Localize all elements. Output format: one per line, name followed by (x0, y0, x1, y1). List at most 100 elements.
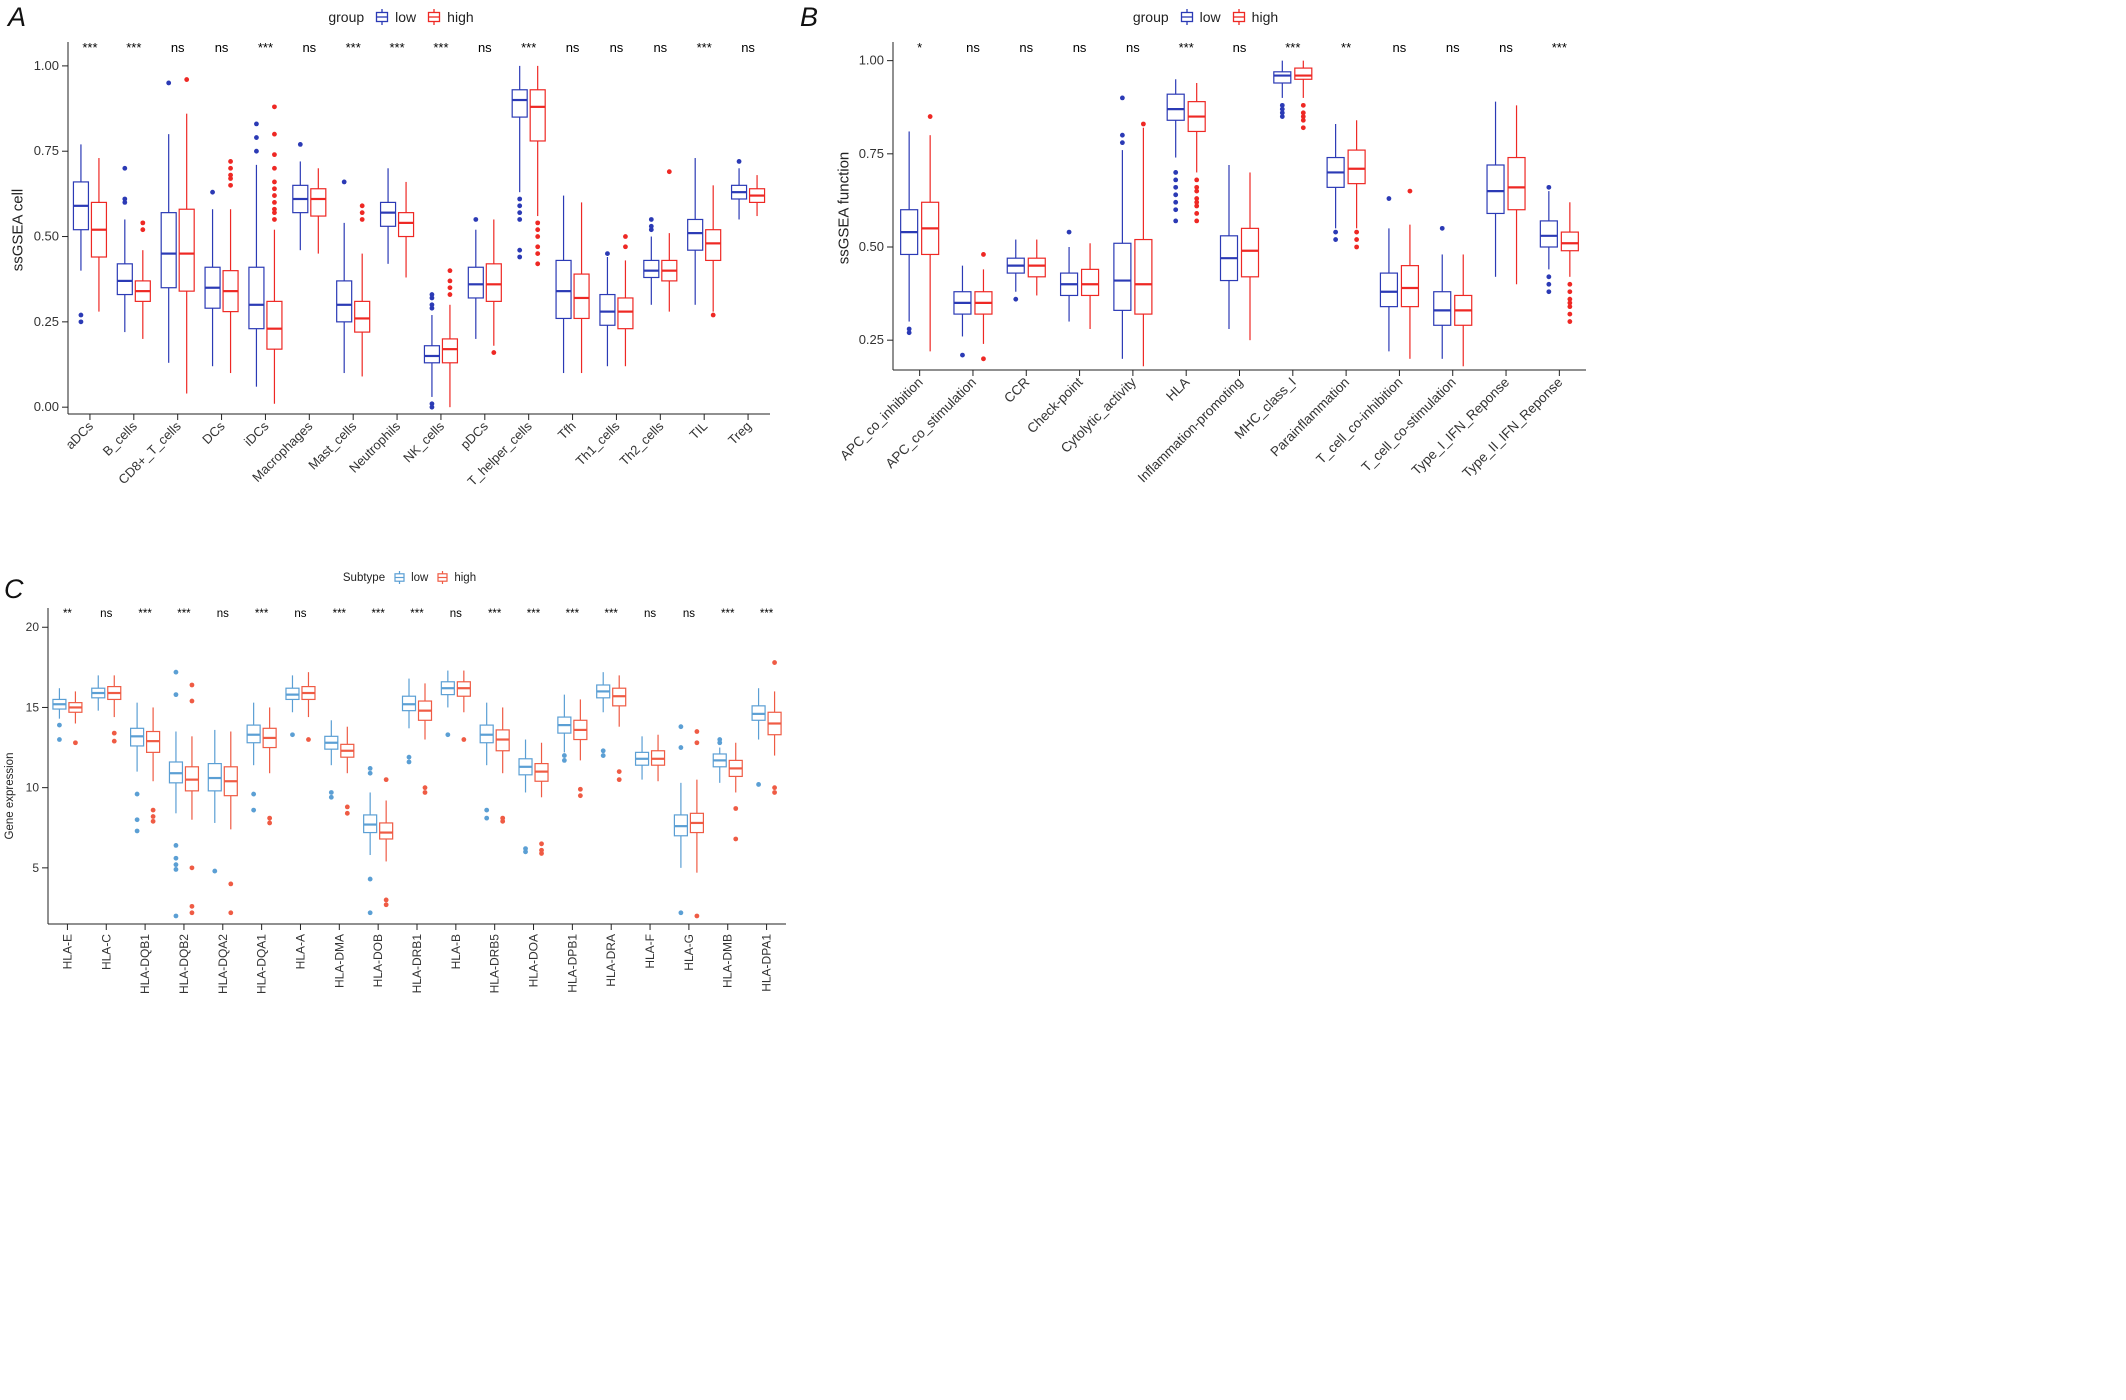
box-low-TIL (687, 158, 704, 305)
y-tick-label: 1.00 (34, 58, 59, 73)
panel-a-legend: group low (6, 8, 796, 26)
legend-key-high: high (435, 570, 476, 585)
x-tick-label: HLA-DMB (721, 934, 735, 988)
y-tick-label: 1.00 (859, 53, 884, 68)
box-low-Parainflammation (1326, 124, 1345, 242)
x-tick-label: HLA-E (60, 934, 74, 969)
box-high-Mast_cells (354, 203, 371, 377)
panel-c-letter: C (4, 574, 24, 604)
significance-label: ns (1126, 40, 1140, 55)
box-low-aDCs (72, 144, 90, 325)
legend-key-low: low (392, 570, 428, 585)
legend-title: group (328, 9, 365, 25)
y-tick-label: 0.50 (34, 229, 59, 244)
box-high-T_cell_co-stimulation (1454, 254, 1473, 367)
box-high-HLA-C (107, 675, 122, 744)
significance-label: *** (566, 608, 580, 620)
box-low-HLA-DMA (324, 720, 339, 800)
box-high-HLA-DMA (340, 726, 355, 816)
significance-label: ns (644, 608, 656, 620)
x-tick-label: HLA-G (682, 934, 696, 971)
significance-label: ns (653, 40, 667, 55)
box-low-CD8+_T_cells (160, 80, 177, 363)
x-tick-label: HLA-DQB1 (138, 934, 152, 994)
significance-label: * (917, 40, 922, 55)
x-tick-label: CCR (1001, 374, 1032, 405)
significance-label: *** (760, 608, 774, 620)
significance-label: *** (1179, 40, 1194, 55)
box-high-HLA-DMB (728, 742, 743, 842)
significance-label: *** (255, 608, 269, 620)
boxplot-key-icon (1232, 9, 1245, 25)
panel-b-letter: B (800, 2, 819, 32)
significance-label: *** (346, 40, 361, 55)
box-low-HLA-G (673, 724, 688, 916)
x-tick-label: TIL (686, 419, 710, 443)
box-high-HLA-DOB (379, 777, 394, 908)
box-low-Treg (730, 159, 748, 220)
box-low-Check-point (1059, 229, 1079, 322)
significance-label: ns (217, 608, 229, 620)
box-high-T_cell_co-inhibition (1400, 188, 1420, 359)
x-tick-label: pDCs (457, 418, 491, 452)
significance-label: *** (1552, 40, 1567, 55)
box-low-T_cell_co-inhibition (1379, 196, 1399, 352)
box-low-iDCs (248, 121, 265, 387)
y-tick-label: 0.25 (859, 332, 884, 347)
x-tick-label: HLA-DMA (332, 934, 346, 988)
x-tick-label: Type_II_IFN_Reponse (1459, 375, 1565, 481)
box-low-HLA-DQB2 (168, 669, 184, 919)
box-low-Th2_cells (643, 217, 660, 305)
box-low-T_helper_cells (511, 65, 528, 260)
box-high-HLA-DOA (534, 742, 549, 856)
box-high-Check-point (1080, 243, 1100, 329)
significance-label: ns (566, 40, 580, 55)
panel-a-letter: A (8, 2, 27, 32)
box-high-HLA-A (301, 672, 316, 742)
x-tick-label: Tfh (555, 419, 579, 443)
box-low-DCs (204, 189, 221, 367)
significance-label: ns (1233, 40, 1247, 55)
legend-label-low: low (395, 9, 417, 25)
significance-label: *** (82, 40, 97, 55)
x-tick-label: HLA-A (293, 934, 307, 969)
boxplot-key-icon (1180, 9, 1193, 25)
y-tick-label: 0.75 (34, 143, 59, 158)
legend-label-high: high (447, 9, 474, 25)
significance-label: ns (1499, 40, 1513, 55)
box-low-HLA-DRA (596, 672, 611, 758)
box-low-HLA-DMB (712, 737, 727, 783)
boxplot-key-icon (394, 571, 405, 584)
box-high-aDCs (90, 158, 108, 312)
box-high-pDCs (485, 219, 502, 355)
box-high-HLA (1187, 83, 1206, 224)
y-tick-label: 5 (32, 861, 39, 875)
panel-b-ylabel: ssGSEA function (835, 151, 853, 265)
box-high-CD8+_T_cells (178, 77, 195, 394)
box-low-Type_II_IFN_Reponse (1539, 184, 1558, 295)
box-low-HLA-DOA (518, 739, 533, 855)
significance-label: ns (450, 608, 462, 620)
x-tick-label: HLA (1163, 375, 1192, 404)
x-tick-label: B_cells (100, 418, 141, 459)
significance-label: *** (721, 608, 735, 620)
box-low-HLA-B (440, 670, 455, 738)
x-tick-label: HLA-DRA (604, 934, 618, 987)
x-tick-label: Treg (725, 419, 754, 448)
x-tick-label: DCs (199, 418, 228, 447)
x-tick-label: HLA-DOA (527, 934, 541, 987)
significance-label: *** (604, 608, 618, 620)
box-low-HLA-F (634, 736, 650, 780)
significance-label: ns (741, 40, 755, 55)
y-tick-label: 0.50 (859, 239, 884, 254)
legend-key-high: high (1230, 8, 1278, 26)
significance-label: ns (610, 40, 624, 55)
box-low-APC_co_stimulation (953, 265, 972, 358)
x-tick-label: T_cell_co-stimulation (1359, 375, 1459, 475)
box-low-Type_I_IFN_Reponse (1486, 101, 1505, 277)
legend-label-high: high (1251, 9, 1279, 25)
significance-label: *** (138, 608, 152, 620)
box-low-Mast_cells (336, 179, 353, 374)
x-tick-label: HLA-B (449, 934, 463, 969)
